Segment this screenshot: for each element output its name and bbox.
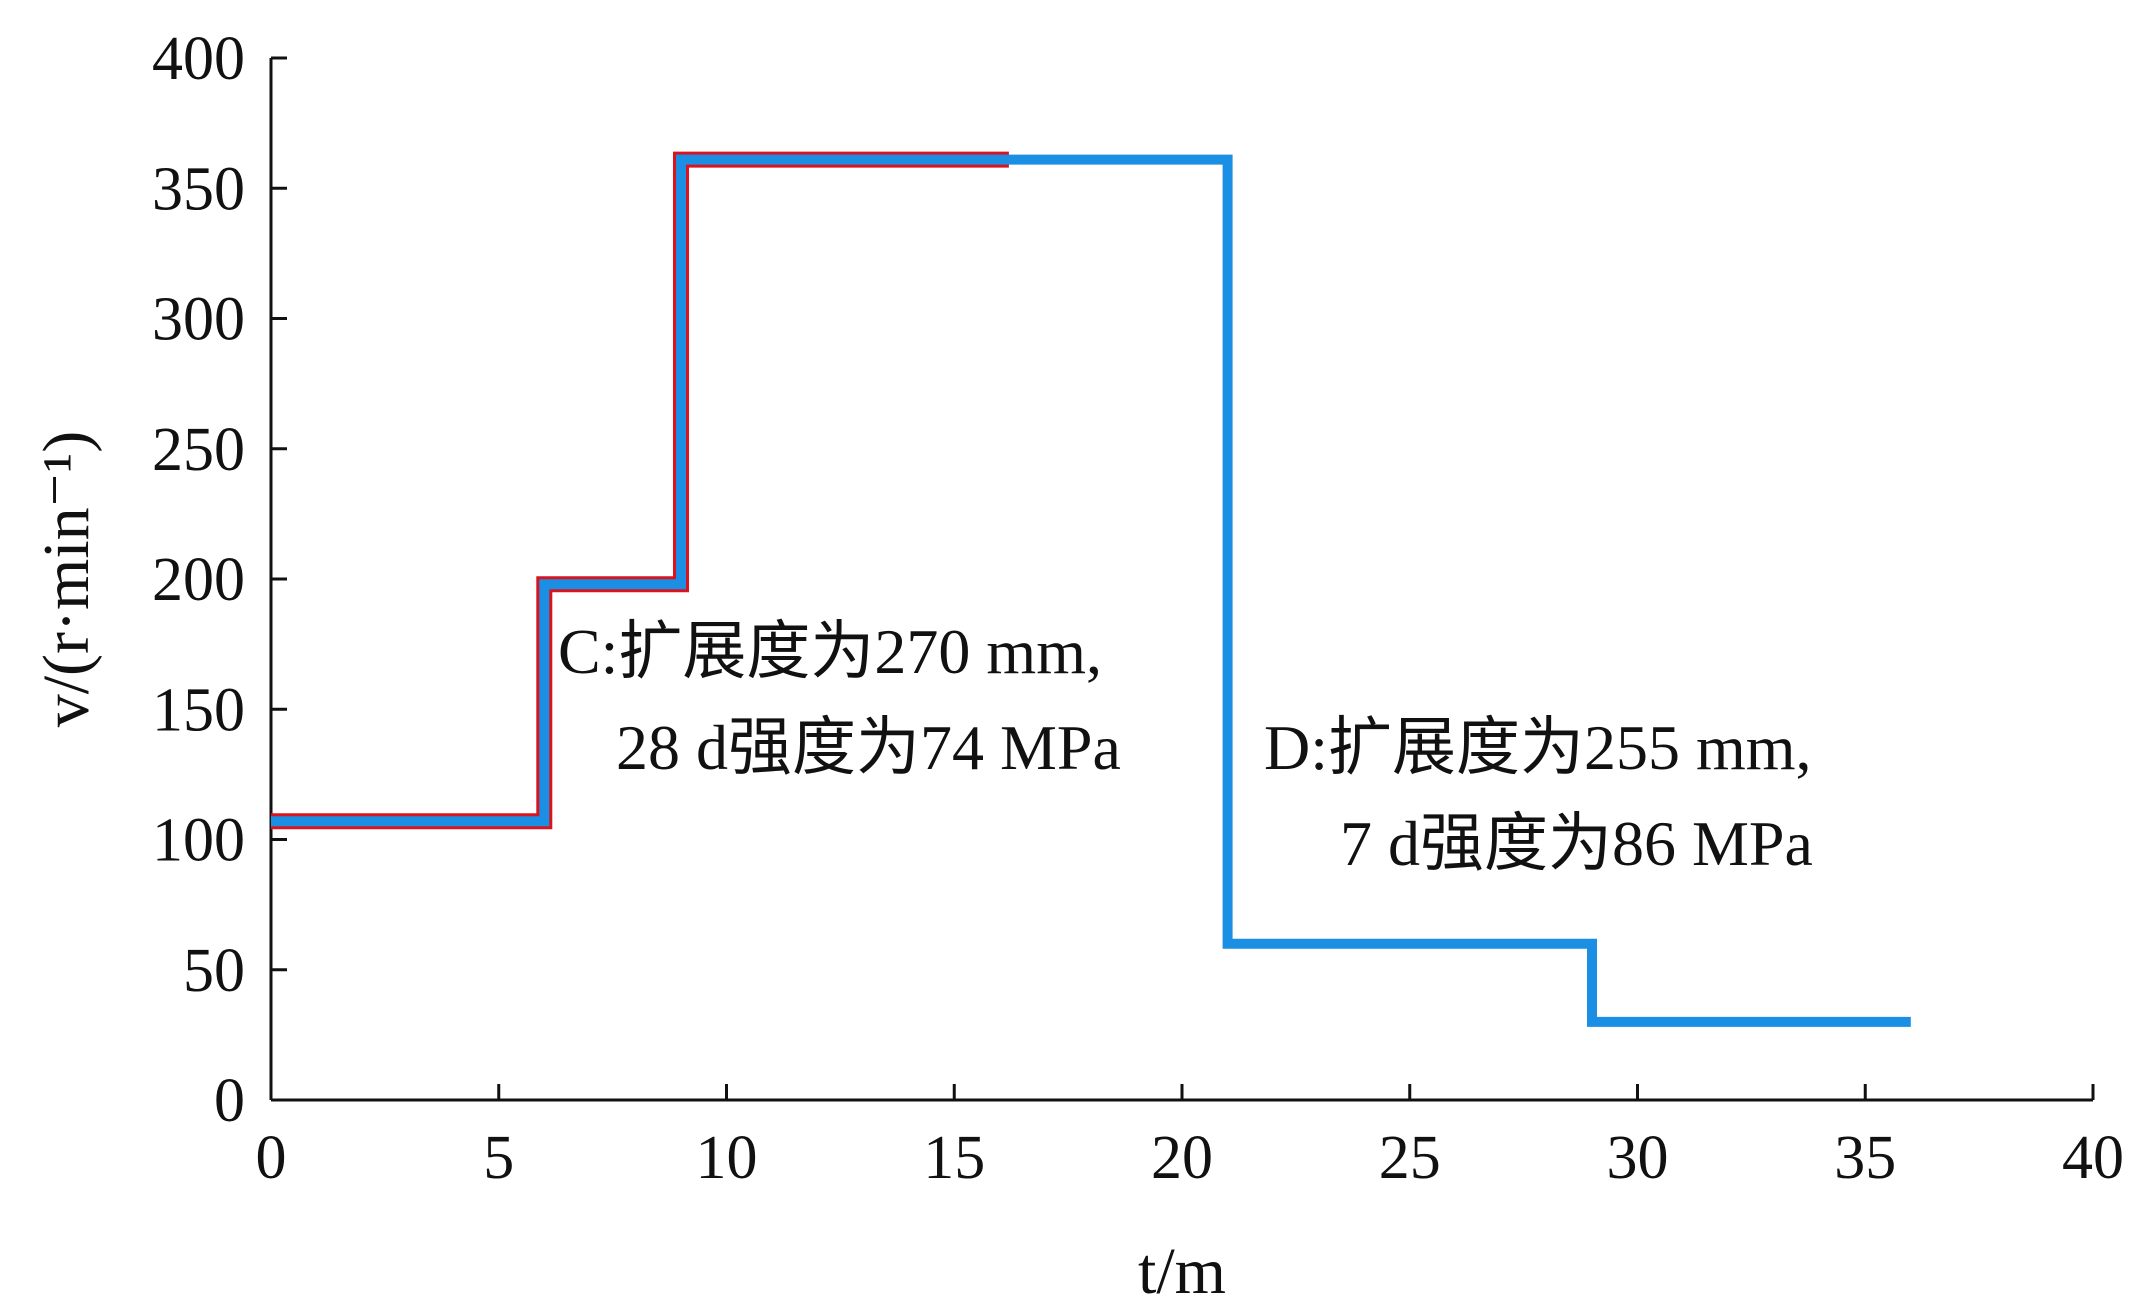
annotation-D-line: 7 d强度为86 MPa	[1340, 808, 1813, 879]
x-tick-label: 40	[2062, 1124, 2124, 1192]
y-tick-label: 50	[183, 937, 245, 1005]
series-line-2	[271, 154, 1911, 1027]
y-tick-label: 400	[152, 25, 245, 93]
annotation-D-line: D:扩展度为255 mm,	[1264, 712, 1812, 783]
y-axis-title: v/(r·min⁻¹)	[30, 431, 103, 728]
annotation-C-line: 28 d强度为74 MPa	[616, 712, 1121, 783]
y-tick-label: 0	[214, 1067, 245, 1135]
x-tick-label: 5	[483, 1124, 514, 1192]
x-tick-label: 30	[1607, 1124, 1669, 1192]
y-tick-label: 200	[152, 546, 245, 614]
x-axis-title: t/m	[1138, 1235, 1226, 1308]
x-tick-label: 20	[1151, 1124, 1213, 1192]
series-group	[271, 151, 1911, 1027]
y-tick-label: 250	[152, 416, 245, 484]
annotation-D: D:扩展度为255 mm, 7 d强度为86 MPa	[1264, 712, 1813, 879]
x-tick-label: 15	[923, 1124, 985, 1192]
x-tick-label: 35	[1834, 1124, 1896, 1192]
y-tick-label: 350	[152, 155, 245, 223]
x-tick-label: 10	[696, 1124, 758, 1192]
y-tick-label: 300	[152, 286, 245, 354]
y-tick-label: 150	[152, 676, 245, 744]
annotations: C:扩展度为270 mm, 28 d强度为74 MPa D:扩展度为255 mm, 7…	[558, 616, 1813, 879]
annotation-C: C:扩展度为270 mm, 28 d强度为74 MPa	[558, 616, 1121, 783]
x-tick-label: 25	[1379, 1124, 1441, 1192]
y-tick-label: 100	[152, 807, 245, 875]
annotation-C-line: C:扩展度为270 mm,	[558, 616, 1102, 687]
x-tick-label: 0	[256, 1124, 287, 1192]
